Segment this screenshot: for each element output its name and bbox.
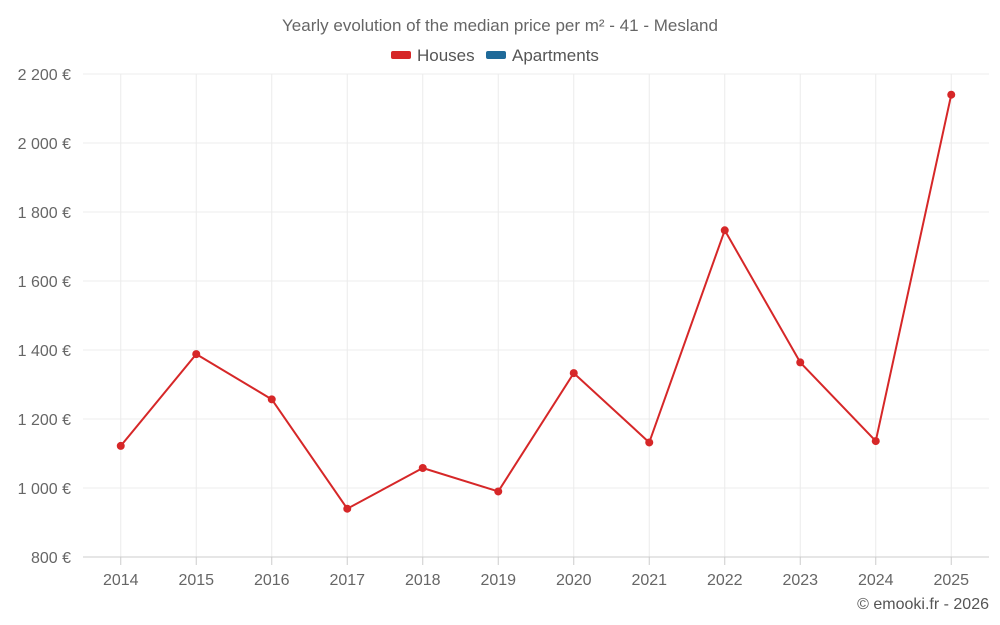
legend-label-apartments: Apartments — [512, 46, 599, 65]
y-tick-label: 2 200 € — [18, 67, 71, 84]
x-tick-label: 2021 — [631, 572, 667, 589]
data-point-houses-2023[interactable] — [796, 358, 805, 367]
data-point-houses-2016[interactable] — [267, 395, 276, 404]
legend-swatch-houses — [391, 51, 411, 59]
legend-label-houses: Houses — [417, 46, 475, 65]
data-point-houses-2022[interactable] — [720, 226, 729, 235]
data-point-houses-2025[interactable] — [947, 90, 956, 99]
data-point-houses-2014[interactable] — [116, 441, 125, 450]
data-point-houses-2019[interactable] — [494, 487, 503, 496]
x-tick-label: 2015 — [178, 572, 214, 589]
axes: 800 € 1 000 € 1 200 € 1 400 € 1 600 € 1 800 €… — [18, 67, 989, 589]
legend-item-houses[interactable]: Houses — [391, 46, 475, 65]
y-tick-label: 1 600 € — [18, 274, 71, 291]
chart-title: Yearly evolution of the median price per… — [282, 16, 718, 35]
x-tick-label: 2014 — [103, 572, 139, 589]
data-point-houses-2024[interactable] — [871, 437, 880, 446]
y-tick-label: 1 800 € — [18, 205, 71, 222]
x-tick-label: 2023 — [782, 572, 818, 589]
data-point-houses-2017[interactable] — [343, 504, 352, 513]
data-point-houses-2015[interactable] — [192, 350, 201, 359]
x-tick-label: 2019 — [480, 572, 516, 589]
data-point-houses-2021[interactable] — [645, 438, 654, 447]
x-tick-label: 2016 — [254, 572, 290, 589]
y-tick-label: 1 200 € — [18, 412, 71, 429]
y-tick-label: 2 000 € — [18, 136, 71, 153]
x-tick-label: 2022 — [707, 572, 743, 589]
x-tick-label: 2017 — [329, 572, 365, 589]
series-line-houses — [119, 94, 953, 510]
data-point-houses-2018[interactable] — [418, 463, 427, 472]
x-tick-label: 2025 — [933, 572, 969, 589]
y-tick-label: 1 400 € — [18, 343, 71, 360]
legend-item-apartments[interactable]: Apartments — [486, 46, 599, 65]
y-tick-label: 1 000 € — [18, 481, 71, 498]
y-tick-label: 800 € — [31, 550, 71, 567]
x-tick-label: 2020 — [556, 572, 592, 589]
grid — [83, 73, 989, 557]
x-tick-label: 2018 — [405, 572, 441, 589]
data-point-houses-2020[interactable] — [569, 369, 578, 378]
legend: Houses Apartments — [391, 46, 599, 65]
credit-text: © emooki.fr - 2026 — [857, 596, 989, 613]
plot-area — [116, 90, 956, 513]
legend-swatch-apartments — [486, 51, 506, 59]
x-tick-label: 2024 — [858, 572, 894, 589]
